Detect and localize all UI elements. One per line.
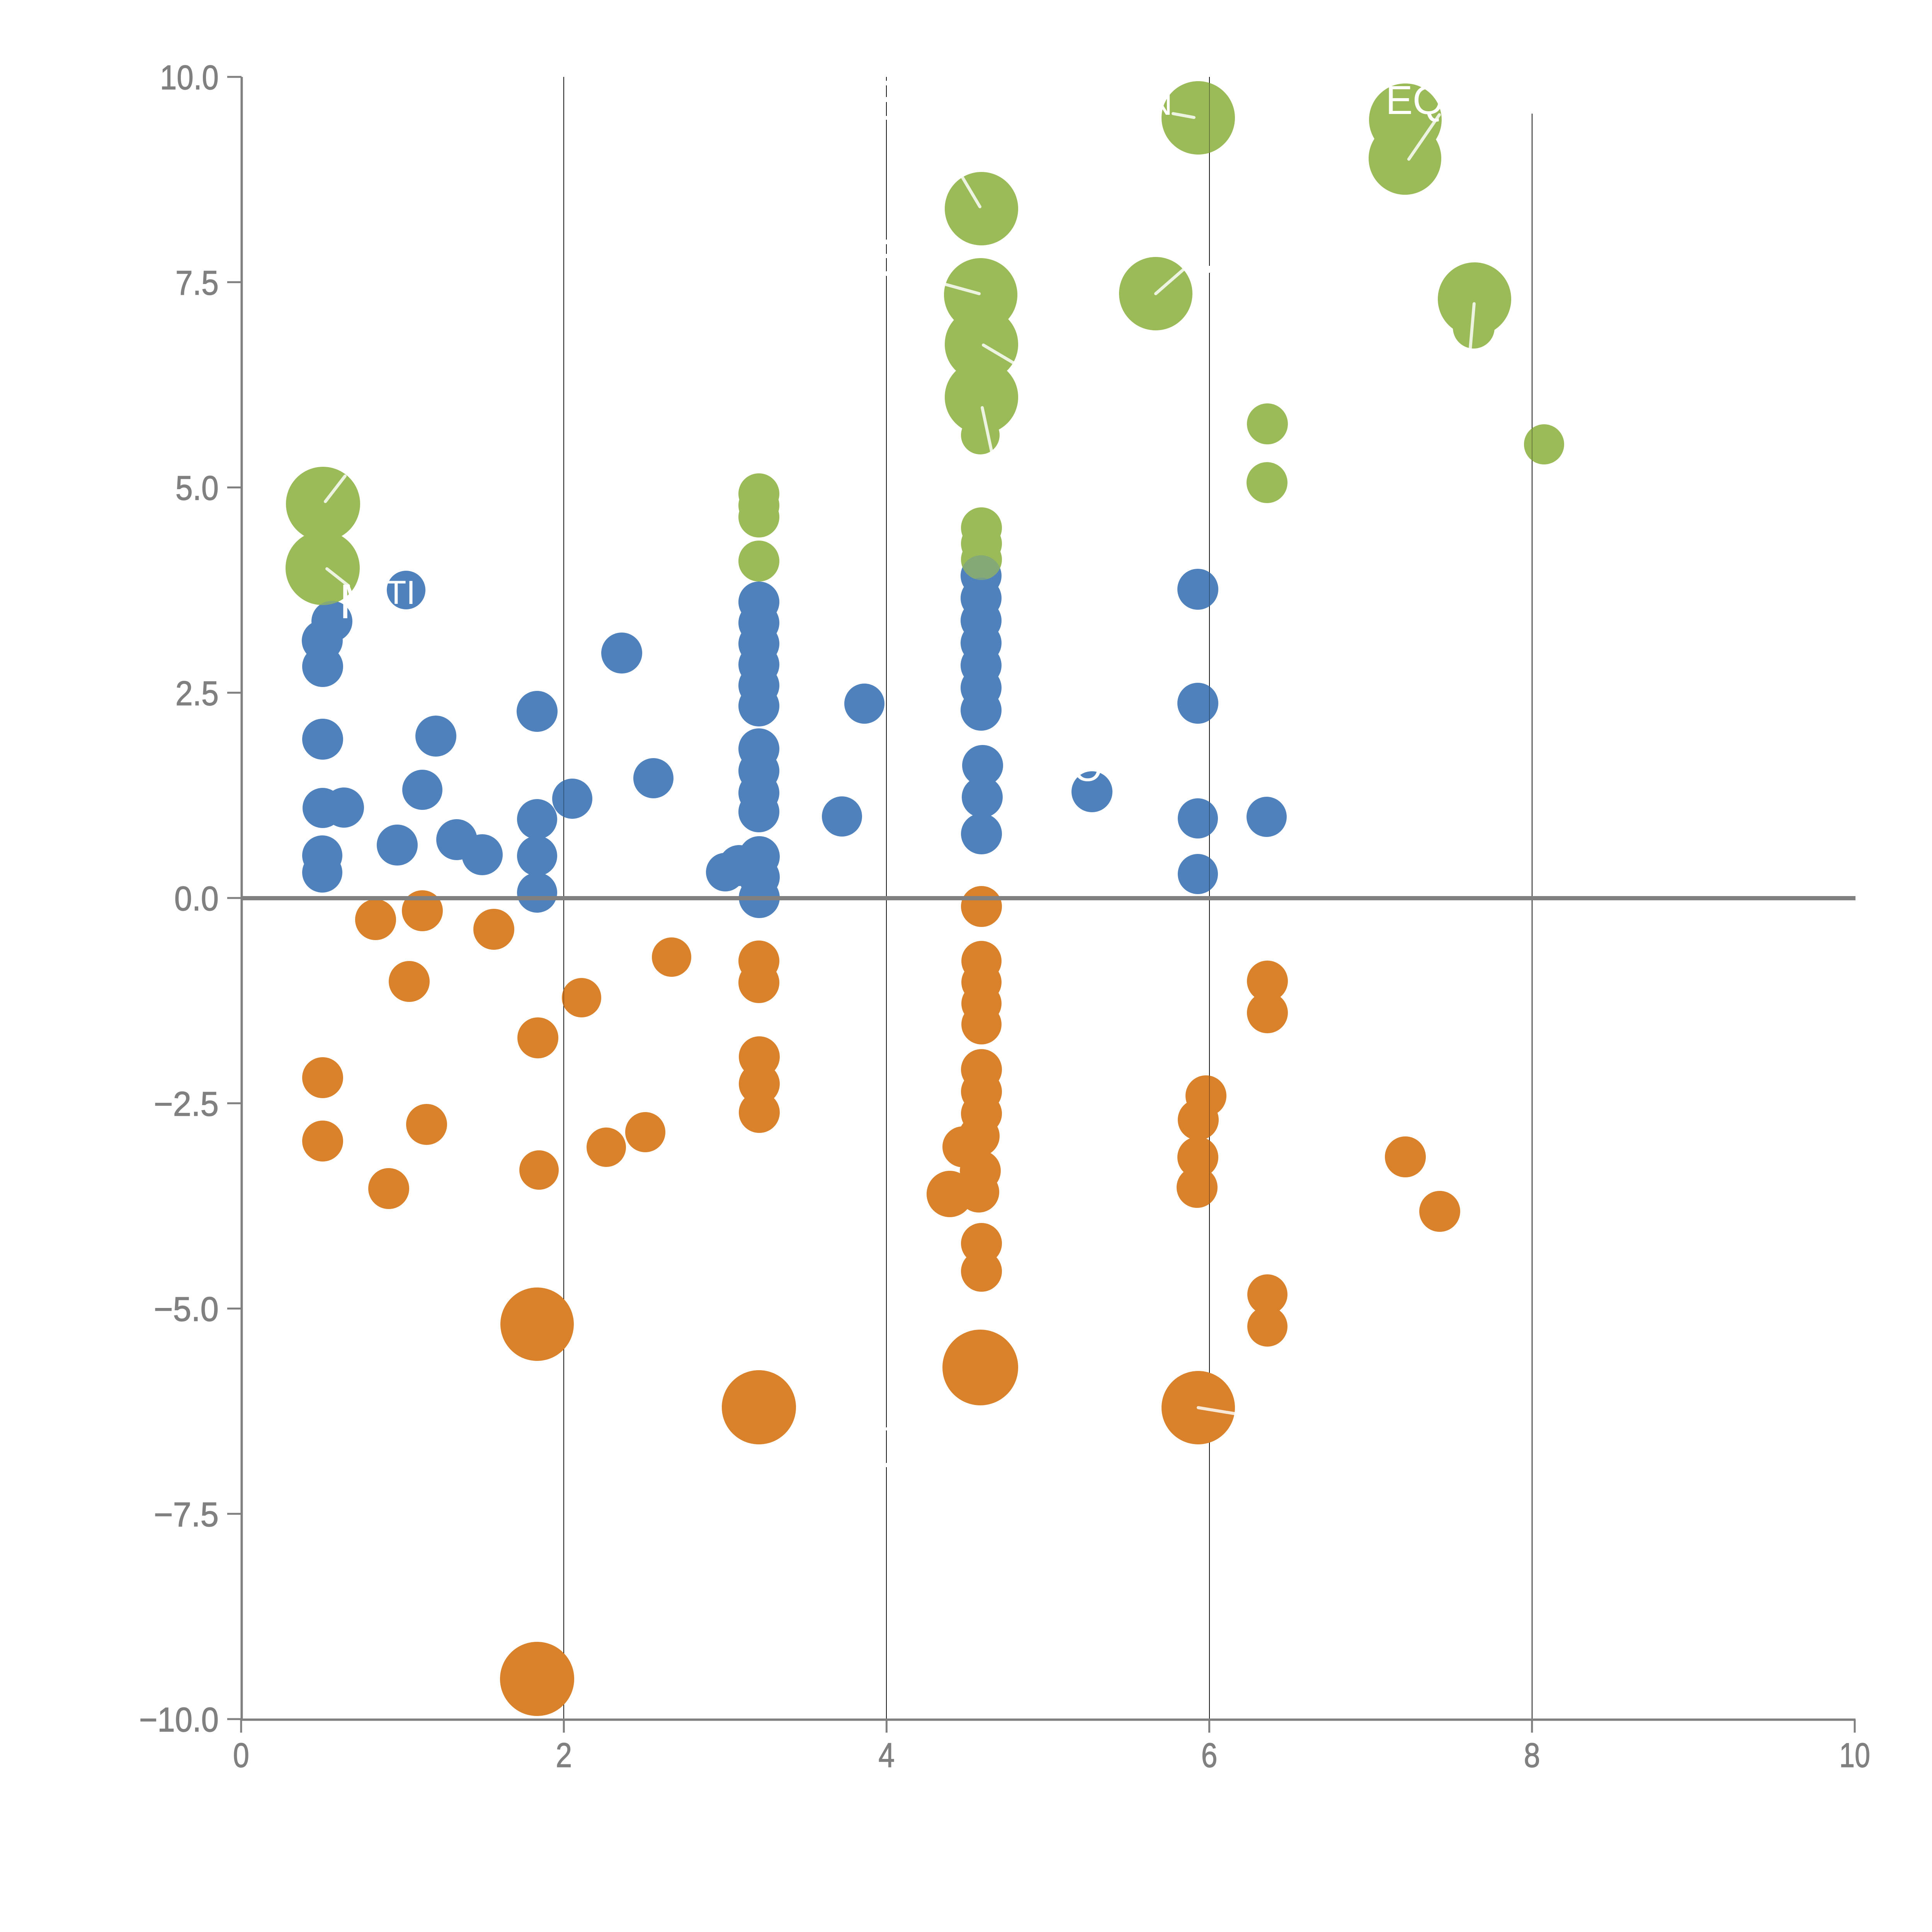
- svg-text:M: M: [339, 574, 380, 629]
- svg-text:5.0: 5.0: [175, 469, 219, 507]
- svg-text:N: N: [1148, 85, 1172, 122]
- svg-text:2: 2: [556, 1736, 572, 1774]
- svg-text:7.5: 7.5: [175, 263, 219, 302]
- svg-text:−2.5: −2.5: [154, 1084, 219, 1123]
- svg-text:0: 0: [233, 1736, 249, 1774]
- svg-text:8: 8: [1524, 1736, 1540, 1774]
- svg-text:TI: TI: [386, 574, 415, 611]
- svg-text:O: O: [1073, 746, 1103, 789]
- svg-text:10.0: 10.0: [160, 58, 219, 97]
- svg-text:−10.0: −10.0: [139, 1700, 219, 1739]
- svg-text:−5.0: −5.0: [154, 1290, 219, 1328]
- svg-text:10: 10: [1839, 1736, 1870, 1774]
- svg-text:2.5: 2.5: [175, 674, 219, 713]
- svg-text:−7.5: −7.5: [154, 1495, 219, 1534]
- svg-text:EQ: EQ: [1386, 78, 1444, 123]
- svg-text:4: 4: [878, 1736, 895, 1774]
- svg-text:0.0: 0.0: [174, 879, 219, 918]
- svg-text:6: 6: [1201, 1736, 1218, 1774]
